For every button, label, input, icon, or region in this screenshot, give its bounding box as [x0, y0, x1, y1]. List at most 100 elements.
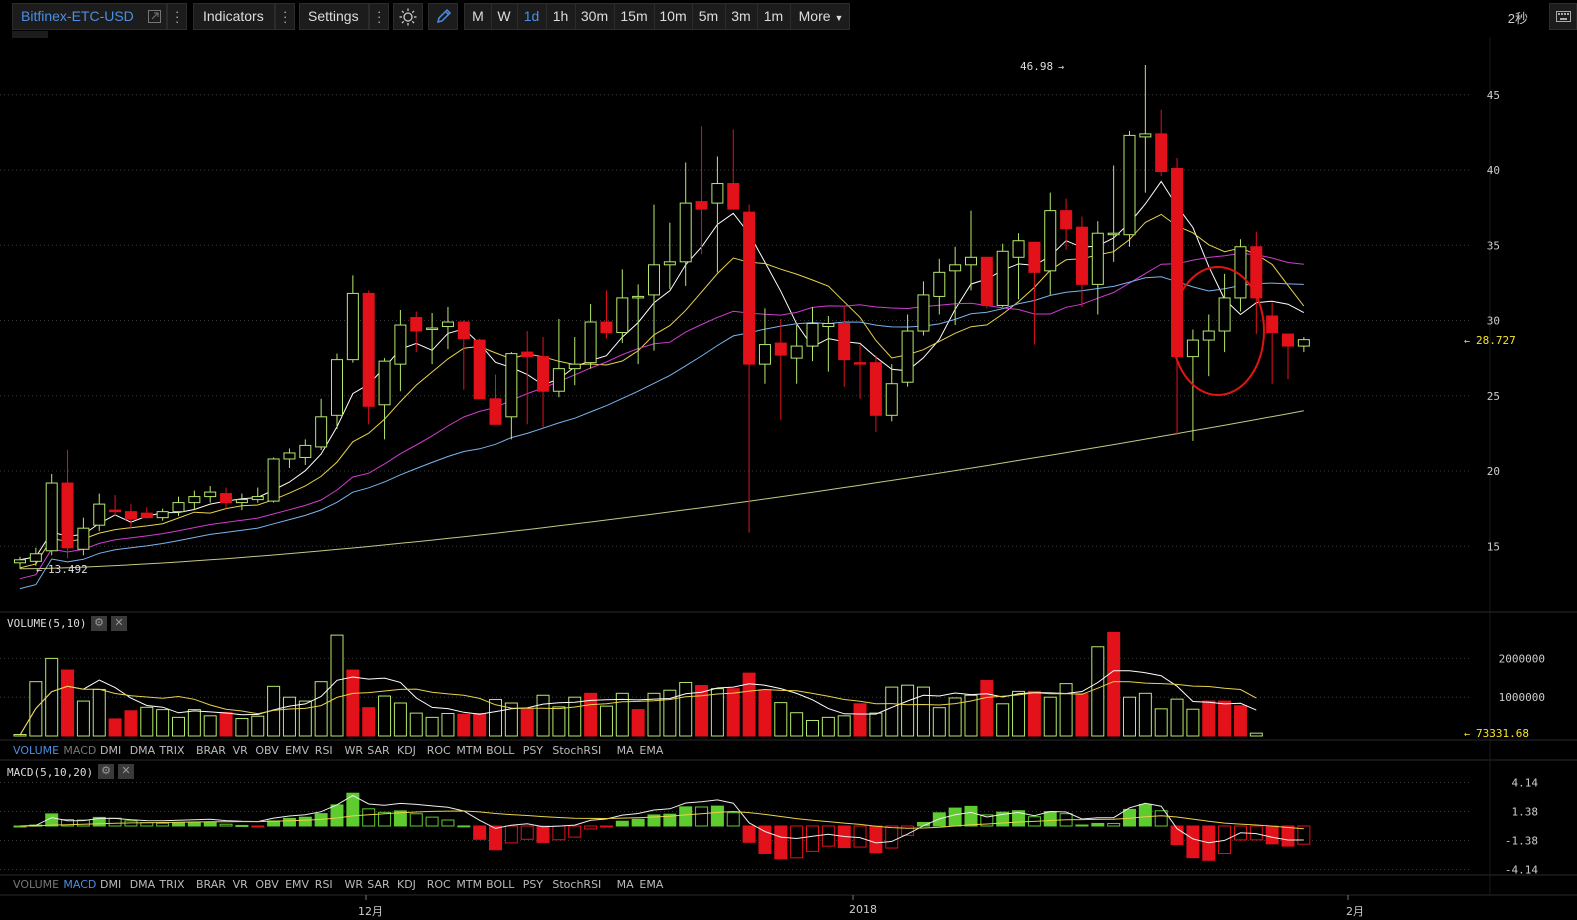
volume-bar-up: [552, 706, 566, 737]
timeframe-3m[interactable]: 3m: [725, 4, 758, 29]
indicator-tab-dmi[interactable]: DMI: [100, 744, 122, 757]
candle-body-down: [1266, 315, 1279, 334]
candle-body-up: [933, 271, 946, 297]
price-axis-label: 15: [1487, 540, 1500, 553]
indicator-tab-psy[interactable]: PSY: [522, 744, 544, 757]
timeframe-1m[interactable]: 1m: [757, 4, 791, 29]
timeframe-10m[interactable]: 10m: [654, 4, 693, 29]
macd-bar-negative: [774, 825, 788, 860]
candle-body-up: [917, 294, 930, 332]
indicator-tab-sar[interactable]: SAR: [367, 878, 390, 891]
indicator-tab-brar[interactable]: BRAR: [196, 744, 226, 757]
volume-bar-up: [1059, 683, 1073, 737]
macd-bar-positive: [282, 817, 296, 827]
macd-bar-positive: [1091, 822, 1105, 827]
indicator-tab-stochrsi[interactable]: StochRSI: [552, 878, 602, 891]
indicator-tab-volume[interactable]: VOLUME: [13, 744, 60, 757]
indicator-tab-obv[interactable]: OBV: [255, 878, 279, 891]
volume-panel-title: VOLUME(5,10): [7, 617, 87, 630]
volume-close-button[interactable]: ✕: [111, 616, 127, 631]
indicator-tab-ma[interactable]: MA: [616, 878, 634, 891]
candle-body-up: [1044, 210, 1057, 272]
indicator-tab-vr[interactable]: VR: [232, 878, 248, 891]
keyboard-button[interactable]: [1549, 3, 1577, 30]
indicator-tab-rsi[interactable]: RSI: [314, 744, 333, 757]
indicator-tab-kdj[interactable]: KDJ: [397, 878, 416, 891]
candle-body-down: [140, 512, 153, 519]
indicator-tab-dma[interactable]: DMA: [129, 744, 156, 757]
indicators-button[interactable]: Indicators: [193, 3, 275, 30]
volume-bar-up: [45, 657, 59, 737]
indicator-tab-mtm[interactable]: MTM: [456, 744, 483, 757]
macd-bar-negative: [504, 825, 518, 844]
volume-bar-down: [631, 709, 645, 737]
indicator-tab-sar[interactable]: SAR: [367, 744, 390, 757]
indicator-tab-macd[interactable]: MACD: [63, 878, 97, 891]
indicator-tab-ema[interactable]: EMA: [639, 878, 664, 891]
macd-bar-positive: [948, 807, 962, 827]
candle-body-up: [1012, 240, 1025, 258]
volume-settings-button[interactable]: ⚙: [91, 616, 107, 631]
indicator-tab-trix[interactable]: TRIX: [159, 878, 185, 891]
timeframe-M[interactable]: M: [465, 4, 492, 29]
indicator-tab-vr[interactable]: VR: [232, 744, 248, 757]
settings-menu-button[interactable]: · · ·: [369, 3, 389, 30]
timeframe-5m[interactable]: 5m: [692, 4, 726, 29]
indicator-tab-emv[interactable]: EMV: [285, 878, 310, 891]
indicator-tab-ma[interactable]: MA: [616, 744, 634, 757]
indicator-tab-obv[interactable]: OBV: [255, 744, 279, 757]
candle-body-up: [251, 496, 264, 501]
volume-bar-up: [393, 702, 407, 737]
macd-bar-positive: [156, 822, 170, 827]
indicator-tab-boll[interactable]: BOLL: [486, 744, 515, 757]
indicator-tab-wr[interactable]: WR: [344, 744, 364, 757]
indicator-tab-dma[interactable]: DMA: [129, 878, 156, 891]
indicator-tab-bar-macd: VOLUME MACD DMI DMA TRIX BRAR VR OBV EMV RSI WR SAR…: [0, 876, 1577, 894]
macd-close-button[interactable]: ✕: [118, 764, 134, 779]
more-timeframes-button[interactable]: More ▼: [792, 4, 850, 29]
macd-settings-button[interactable]: ⚙: [98, 764, 114, 779]
theme-toggle-button[interactable]: [393, 3, 423, 30]
indicator-tab-wr[interactable]: WR: [344, 878, 364, 891]
settings-button[interactable]: Settings: [299, 3, 369, 30]
high-price-label: 46.98: [1020, 60, 1053, 73]
indicator-tab-psy[interactable]: PSY: [522, 878, 544, 891]
last-price-label: 28.727: [1476, 334, 1516, 347]
indicator-tab-kdj[interactable]: KDJ: [397, 744, 416, 757]
timeframe-W[interactable]: W: [491, 4, 518, 29]
indicator-tab-boll[interactable]: BOLL: [486, 878, 515, 891]
indicator-tab-mtm[interactable]: MTM: [456, 878, 483, 891]
candle-body-up: [648, 264, 660, 296]
indicator-tab-emv[interactable]: EMV: [285, 744, 310, 757]
indicator-tab-brar[interactable]: BRAR: [196, 878, 226, 891]
candle-body-down: [743, 211, 756, 365]
indicator-tab-trix[interactable]: TRIX: [159, 744, 185, 757]
indicator-tab-volume[interactable]: VOLUME: [13, 878, 60, 891]
indicator-tab-stochrsi[interactable]: StochRSI: [552, 744, 602, 757]
indicator-tab-ema[interactable]: EMA: [639, 744, 664, 757]
timeframe-30m[interactable]: 30m: [575, 4, 615, 29]
indicator-tab-roc[interactable]: ROC: [426, 744, 451, 757]
timeframe-1d[interactable]: 1d: [517, 4, 547, 29]
draw-tool-button[interactable]: [428, 3, 458, 30]
timeframe-group: M W 1d 1h 30m 15m 10m 5m 3m 1m More ▼: [464, 3, 850, 30]
volume-ma-lines: [19, 670, 1257, 736]
external-link-icon[interactable]: [148, 10, 161, 23]
indicators-menu-button[interactable]: · · ·: [275, 3, 295, 30]
timeframe-1h[interactable]: 1h: [546, 4, 576, 29]
indicator-tab-dmi[interactable]: DMI: [100, 878, 122, 891]
indicator-tab-roc[interactable]: ROC: [426, 878, 451, 891]
timeframe-15m[interactable]: 15m: [614, 4, 655, 29]
symbol-selector[interactable]: Bitfinex-ETC-USD: [12, 3, 167, 30]
candle-body-up: [378, 360, 391, 406]
macd-bar-positive: [663, 813, 677, 827]
volume-bar-up: [298, 700, 312, 737]
candle-body-up: [949, 264, 962, 272]
close-icon: ✕: [114, 617, 124, 629]
indicator-tab-macd[interactable]: MACD: [63, 744, 97, 757]
indicator-tab-rsi[interactable]: RSI: [314, 878, 333, 891]
symbol-label: Bitfinex-ETC-USD: [21, 8, 134, 24]
volume-bar-up: [378, 695, 392, 737]
symbol-menu-button[interactable]: · · ·: [167, 3, 187, 30]
